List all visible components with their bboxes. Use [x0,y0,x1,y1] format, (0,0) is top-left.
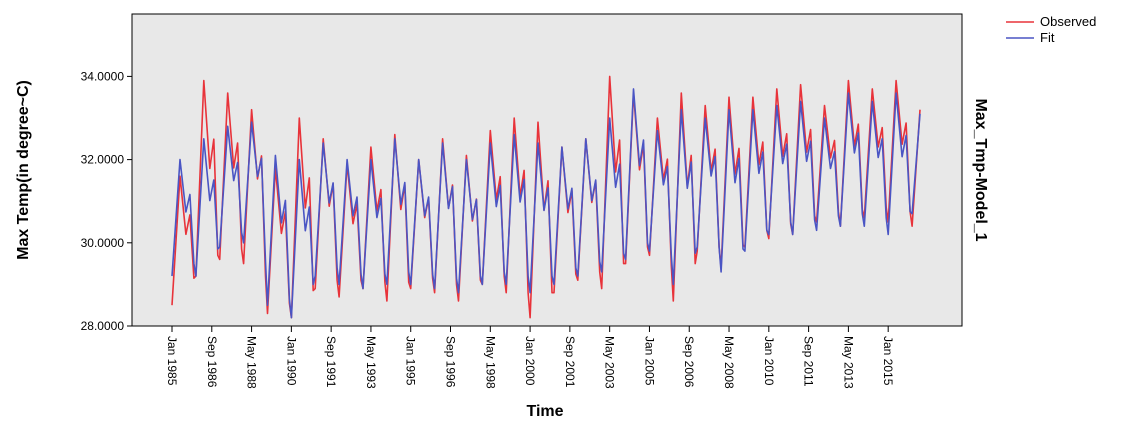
series-line-fit [171,88,921,319]
x-tick-label: May 2003 [603,336,617,389]
model-label: Max_Tmp-Model_1 [972,98,989,241]
legend-label: Fit [1040,30,1055,45]
y-axis: 28.0000 30.0000 32.0000 34.0000 [81,69,132,333]
x-tick-label: Jan 2000 [523,336,537,386]
x-tick-label: Sep 2011 [802,336,816,387]
x-tick-label: Jan 2010 [762,336,776,386]
x-axis: Jan 1985 Sep 1986 May 1988 Jan 1990 Sep 1991… [165,326,895,389]
x-tick-label: Sep 2006 [682,336,696,388]
x-tick-label: Jan 1990 [284,336,298,386]
x-tick-label: May 1998 [483,336,497,389]
legend-label: Observed [1040,14,1096,29]
x-axis-title: Time [526,403,563,420]
y-tick-label: 30.0000 [81,236,125,250]
x-tick-label: Sep 1986 [205,336,219,388]
x-tick-label: Jan 1985 [165,336,179,386]
x-tick-label: May 2013 [841,336,855,389]
y-axis-title: Max Temp(in degree~C) [15,80,32,260]
y-tick-label: 28.0000 [81,319,125,333]
x-tick-label: May 2008 [722,336,736,389]
series-layer [171,75,921,319]
x-tick-label: Sep 1991 [324,336,338,388]
x-tick-label: Sep 2001 [563,336,577,388]
x-tick-label: Sep 1996 [444,336,458,388]
x-tick-label: May 1988 [245,336,259,389]
x-tick-label: Jan 1995 [404,336,418,386]
y-tick-label: 32.0000 [81,153,125,167]
x-tick-label: May 1993 [364,336,378,389]
x-tick-label: Jan 2015 [881,336,895,386]
x-tick-label: Jan 2005 [642,336,656,386]
y-tick-label: 34.0000 [81,69,125,83]
